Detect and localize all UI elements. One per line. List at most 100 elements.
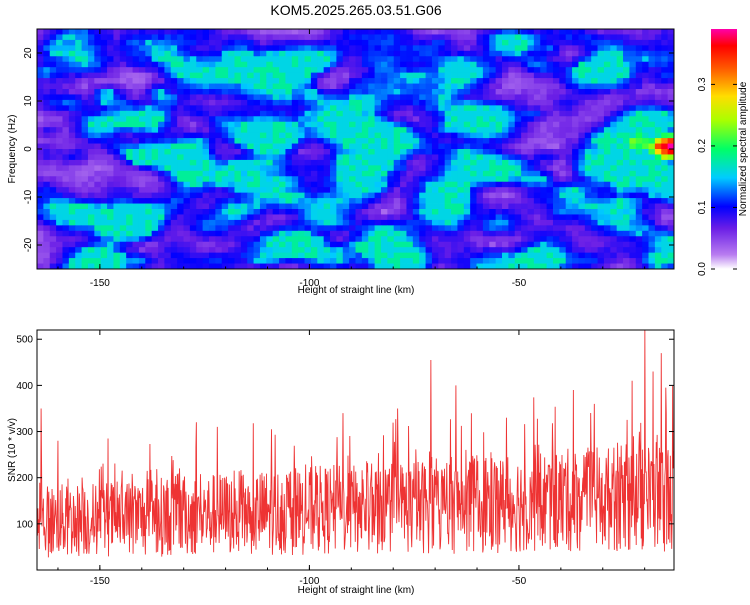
heatmap-cell: [527, 258, 535, 264]
heatmap-cell: [68, 176, 76, 183]
heatmap-cell: [253, 67, 261, 74]
heatmap-cell: [476, 236, 484, 243]
heatmap-cell: [158, 181, 165, 188]
heatmap-cell: [43, 83, 51, 90]
heatmap-cell: [514, 34, 522, 41]
heatmap-cell: [37, 61, 44, 68]
heatmap-cell: [132, 230, 140, 237]
heatmap-cell: [132, 225, 140, 232]
heatmap-cell: [253, 89, 261, 95]
heatmap-cell: [419, 116, 426, 123]
heatmap-cell: [56, 198, 63, 204]
heatmap-cell: [170, 83, 178, 90]
heatmap-cell: [158, 170, 165, 177]
heatmap-cell: [451, 176, 458, 183]
heatmap-cell: [476, 209, 484, 215]
heatmap-cell: [247, 94, 254, 101]
heatmap-cell: [610, 159, 618, 166]
heatmap-cell: [56, 127, 63, 134]
heatmap-cell: [540, 187, 547, 194]
heatmap-cell: [584, 61, 592, 68]
heatmap-cell: [43, 209, 51, 215]
heatmap-cell: [291, 99, 299, 106]
heatmap-cell: [502, 263, 509, 269]
heatmap-cell: [56, 225, 63, 232]
heatmap-cell: [177, 181, 184, 188]
heatmap-cell: [189, 56, 197, 63]
heatmap-cell: [400, 225, 407, 232]
heatmap-cell: [247, 29, 254, 35]
heatmap-cell: [336, 165, 344, 172]
heatmap-cell: [629, 29, 637, 35]
heatmap-cell: [247, 121, 254, 128]
heatmap-cell: [533, 56, 541, 63]
heatmap-cell: [272, 34, 280, 41]
heatmap-cell: [451, 143, 458, 150]
heatmap-cell: [342, 258, 350, 264]
heatmap-cell: [285, 258, 293, 264]
heatmap-cell: [177, 127, 184, 134]
heatmap-cell: [189, 99, 197, 106]
heatmap-cell: [304, 61, 312, 68]
heatmap-cell: [546, 116, 554, 123]
heatmap-cell: [508, 99, 516, 106]
heatmap-cell: [540, 116, 547, 123]
heatmap-cell: [521, 258, 528, 264]
heatmap-cell: [572, 241, 579, 248]
heatmap-cell: [623, 187, 630, 194]
heatmap-cell: [629, 138, 637, 144]
heatmap-cell: [667, 203, 674, 210]
heatmap-cell: [94, 247, 102, 254]
heatmap-cell: [310, 99, 318, 106]
heatmap-cell: [151, 39, 159, 46]
heatmap-cell: [215, 252, 223, 259]
heatmap-cell: [361, 176, 369, 183]
heatmap-cell: [272, 214, 280, 221]
heatmap-cell: [508, 154, 516, 161]
heatmap-cell: [196, 99, 204, 106]
heatmap-cell: [603, 170, 611, 177]
heatmap-cell: [164, 258, 172, 264]
heatmap-cell: [635, 236, 643, 243]
heatmap-cell: [170, 230, 178, 237]
heatmap-cell: [533, 94, 541, 101]
heatmap-cell: [189, 29, 197, 35]
heatmap-cell: [584, 29, 592, 35]
heatmap-cell: [94, 209, 102, 215]
heatmap-cell: [470, 209, 477, 215]
heatmap-cell: [170, 165, 178, 172]
heatmap-cell: [285, 116, 293, 123]
heatmap-cell: [603, 236, 611, 243]
heatmap-cell: [107, 165, 114, 172]
heatmap-cell: [81, 127, 89, 134]
heatmap-cell: [482, 39, 490, 46]
heatmap-cell: [49, 116, 57, 123]
heatmap-cell: [476, 105, 484, 112]
heatmap-cell: [170, 198, 178, 204]
heatmap-cell: [578, 39, 586, 46]
heatmap-cell: [240, 263, 248, 269]
heatmap-cell: [87, 230, 95, 237]
heatmap-cell: [272, 203, 280, 210]
heatmap-cell: [285, 67, 293, 74]
heatmap-cell: [572, 149, 579, 155]
heatmap-cell: [247, 83, 254, 90]
heatmap-cell: [495, 116, 503, 123]
heatmap-cell: [476, 247, 484, 254]
heatmap-cell: [380, 72, 388, 79]
heatmap-cell: [285, 94, 293, 101]
heatmap-cell: [259, 34, 267, 41]
heatmap-cell: [489, 110, 497, 117]
heatmap-cell: [667, 110, 674, 117]
heatmap-cell: [49, 78, 57, 84]
heatmap-cell: [393, 252, 401, 259]
heatmap-cell: [215, 236, 223, 243]
heatmap-cell: [151, 230, 159, 237]
heatmap-cell: [310, 121, 318, 128]
heatmap-cell: [285, 34, 293, 41]
heatmap-cell: [189, 149, 197, 155]
heatmap-cell: [234, 56, 242, 63]
heatmap-cell: [546, 258, 554, 264]
heatmap-cell: [272, 187, 280, 194]
heatmap-cell: [279, 170, 286, 177]
